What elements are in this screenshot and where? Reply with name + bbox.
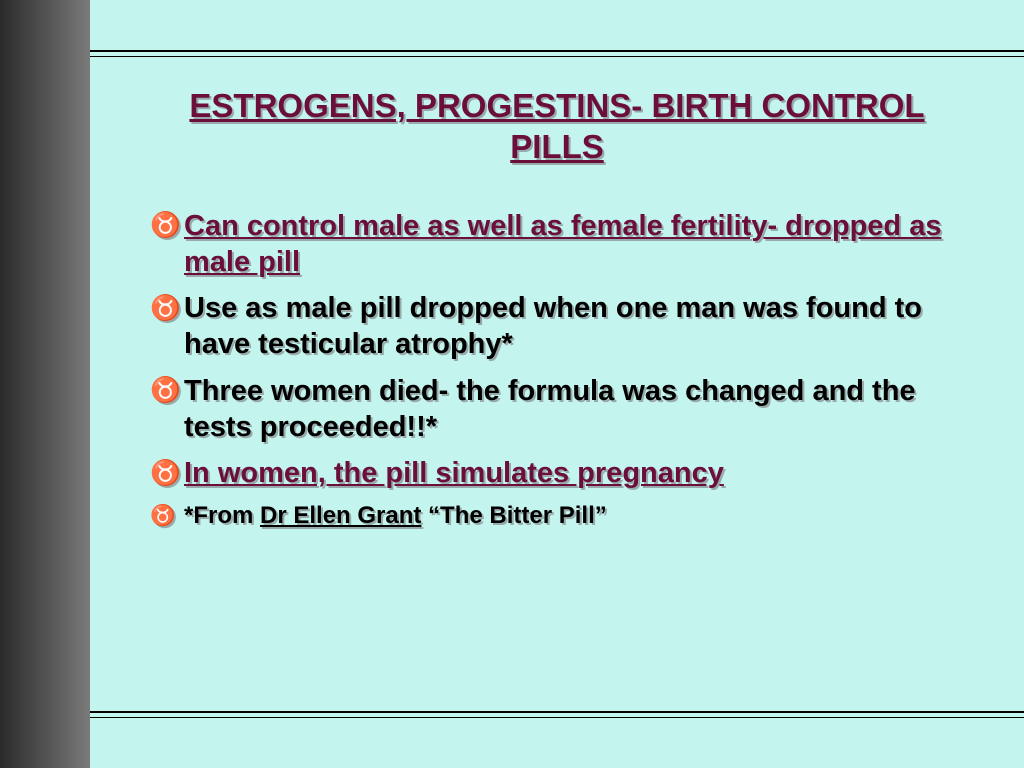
bullet-text: Use as male pill dropped when one man wa… [184, 292, 922, 360]
bullet-icon: ♉ [150, 376, 181, 407]
bottom-rule [90, 711, 1024, 718]
bullet-item: ♉Use as male pill dropped when one man w… [150, 290, 964, 363]
slide-title: ESTROGENS, PROGESTINS- BIRTH CONTROL PIL… [150, 85, 964, 168]
bullet-text: *From Dr Ellen Grant “The Bitter Pill” [184, 502, 607, 529]
bullet-item: ♉ *From Dr Ellen Grant “The Bitter Pill” [150, 501, 964, 531]
bullet-icon: ♉ [150, 504, 175, 530]
bullet-list: ♉Can control male as well as female fert… [150, 208, 964, 532]
bullet-item: ♉In women, the pill simulates pregnancy [150, 455, 964, 491]
bullet-text: Three women died- the formula was change… [184, 375, 916, 443]
bullet-icon: ♉ [150, 211, 181, 242]
slide-content: ESTROGENS, PROGESTINS- BIRTH CONTROL PIL… [150, 85, 964, 541]
bullet-icon: ♉ [150, 294, 181, 325]
bullet-item: ♉Three women died- the formula was chang… [150, 373, 964, 446]
bullet-text: Can control male as well as female ferti… [184, 210, 941, 278]
sidebar-accent [0, 0, 90, 768]
bullet-item: ♉Can control male as well as female fert… [150, 208, 964, 281]
bullet-icon: ♉ [150, 459, 181, 490]
top-rule [90, 50, 1024, 57]
slide-body: ESTROGENS, PROGESTINS- BIRTH CONTROL PIL… [90, 0, 1024, 768]
bullet-text: In women, the pill simulates pregnancy [184, 457, 724, 489]
